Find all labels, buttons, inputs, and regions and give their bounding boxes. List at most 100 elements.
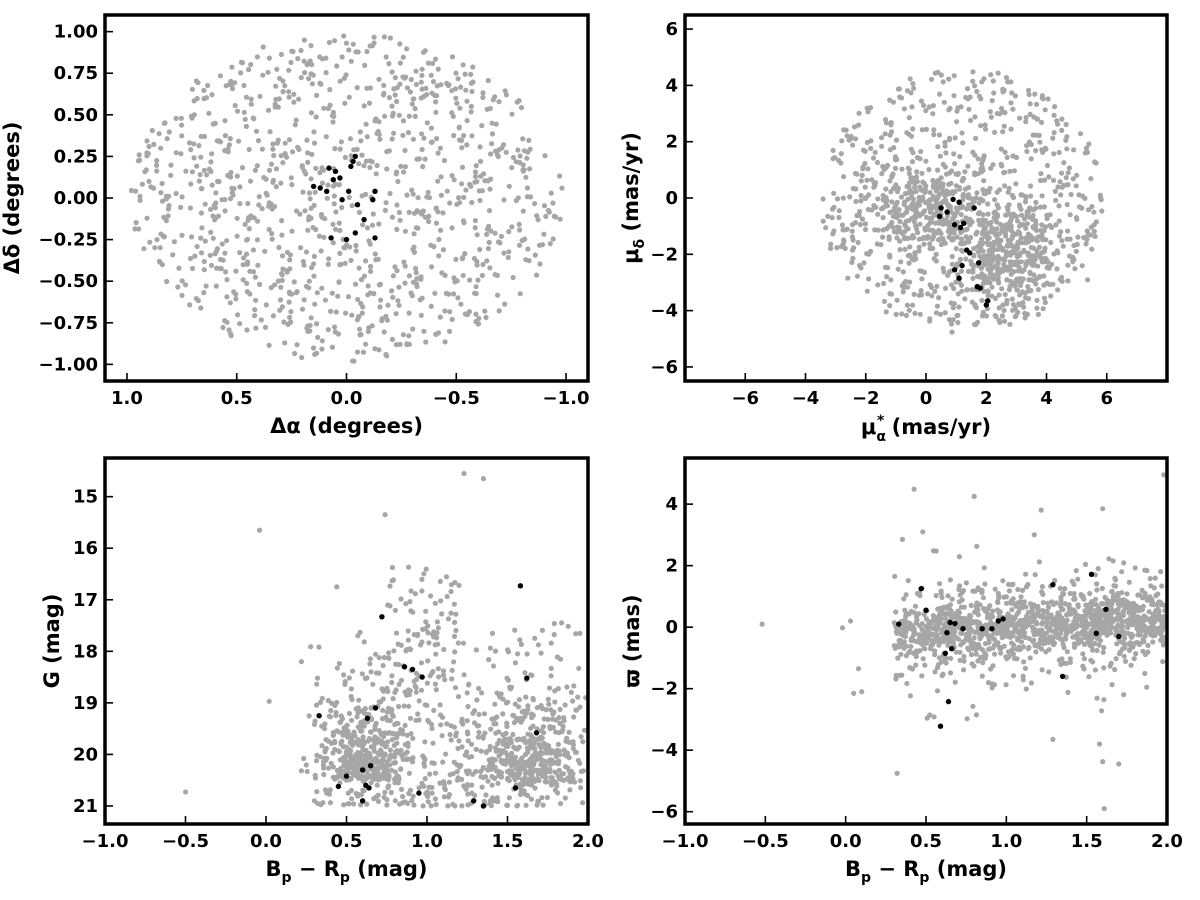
field-star-point [991,636,998,643]
field-star-point [858,198,864,204]
field-star-point [875,227,881,233]
field-star-point [260,44,266,50]
field-star-point [482,308,488,314]
field-star-point [468,103,474,109]
field-star-point [334,63,340,69]
field-star-point [935,69,941,75]
field-star-point [524,194,531,200]
field-star-point [360,304,366,310]
field-star-point [163,218,169,224]
field-star-point [909,159,916,165]
member-star-point [480,803,487,809]
field-star-point [1028,244,1034,251]
field-star-point [520,208,526,214]
field-star-point [452,803,458,809]
field-star-point [279,277,285,283]
field-star-point [955,291,961,297]
member-star-point [944,209,950,215]
field-star-point [448,610,454,616]
field-star-point [433,331,439,337]
member-star-point [983,302,989,308]
field-star-point [994,219,1000,225]
field-star-point [836,208,842,214]
field-star-point [930,613,937,619]
field-star-point [854,273,861,279]
field-star-point [989,98,995,104]
field-star-point [537,261,543,267]
field-star-point [381,329,387,335]
field-star-point [1041,295,1048,301]
field-star-point [395,780,401,786]
field-star-point [506,778,512,784]
field-star-point [541,730,547,736]
field-star-point [419,576,425,583]
field-star-point [864,139,871,146]
field-star-point [315,334,321,340]
member-star-point [330,177,336,183]
field-star-point [1112,577,1119,583]
field-star-point [901,596,907,602]
field-star-point [972,114,978,120]
field-star-point [940,188,946,194]
field-star-point [265,107,272,113]
field-star-point [1054,266,1060,272]
field-star-point [473,647,479,653]
field-star-point [311,721,318,728]
field-star-point [957,256,964,262]
field-star-point [581,727,588,733]
x-tick-label: 0.0 [250,831,282,852]
field-star-point [270,177,276,183]
field-star-point [403,647,410,653]
field-star-point [1051,251,1057,257]
field-star-point [1057,635,1063,642]
field-star-point [410,191,416,197]
field-star-point [1039,584,1045,590]
field-star-point [1081,641,1088,648]
field-star-point [991,215,997,221]
field-star-point [849,247,856,253]
field-star-point [1033,221,1039,227]
field-star-point [453,627,459,634]
field-star-point [908,644,914,650]
field-star-point [381,752,387,758]
y-tick-label: 6 [665,19,678,40]
field-star-point [406,692,412,698]
field-star-point [459,803,465,809]
field-star-point [469,199,475,206]
field-star-point [576,665,582,672]
field-star-point [879,205,886,211]
field-star-point [880,215,886,221]
field-star-point [920,656,926,662]
field-star-point [201,133,208,140]
field-star-point [482,774,489,780]
x-tick-label: −6 [731,388,759,409]
field-star-point [309,81,315,87]
field-star-point [992,197,998,203]
field-star-point [394,85,400,91]
field-star-point [897,212,904,218]
field-star-point [306,278,312,284]
field-star-point [460,62,466,68]
field-star-point [205,82,211,89]
field-star-point [514,746,520,752]
field-star-point [335,331,341,337]
field-star-point [409,797,415,804]
field-star-point [523,694,529,700]
field-star-point [541,231,547,237]
field-star-point [487,800,493,807]
field-star-point [438,82,444,88]
field-star-point [314,675,321,681]
field-star-point [1139,587,1145,593]
field-star-point [911,291,917,297]
field-star-point [381,34,387,40]
field-star-point [1108,625,1114,631]
field-star-point [435,66,441,72]
field-star-point [1096,642,1102,648]
field-star-point [906,131,912,137]
field-star-point [446,291,452,297]
field-star-point [968,652,975,658]
field-star-point [949,189,955,195]
field-star-point [911,207,918,213]
field-star-point [990,78,996,84]
field-star-point [397,41,403,47]
